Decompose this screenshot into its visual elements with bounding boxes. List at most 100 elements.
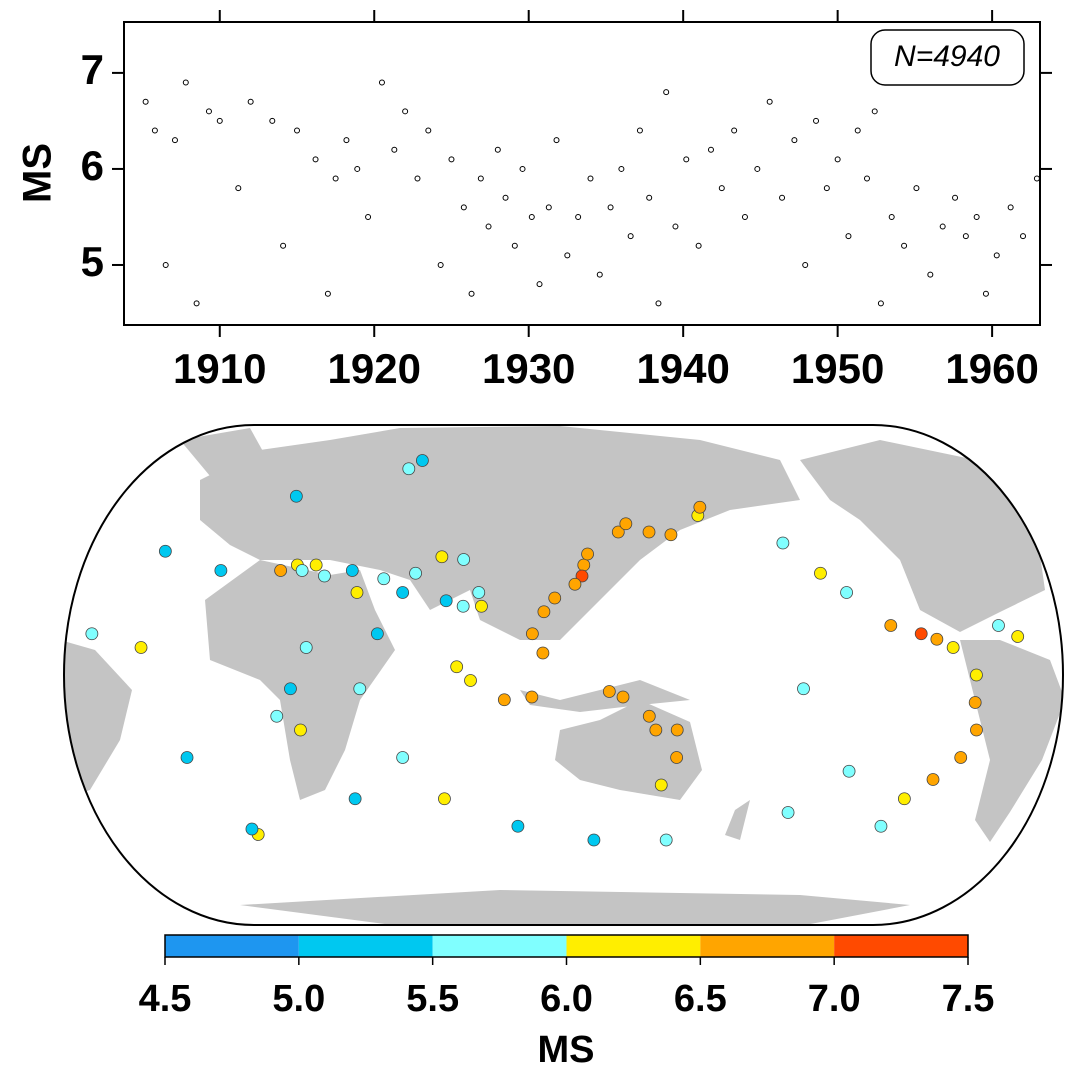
annotation-box [870, 29, 1025, 86]
point [182, 79, 189, 86]
epicenter [670, 723, 684, 737]
epicenter [642, 709, 656, 723]
point [982, 290, 989, 297]
point [683, 156, 690, 163]
epicenter [611, 525, 625, 539]
point [448, 156, 455, 163]
y-axis-label: MS [16, 143, 60, 203]
point [741, 213, 748, 220]
x-tick-label: 1960 [945, 345, 1038, 392]
epicenter [781, 806, 795, 819]
point [636, 127, 643, 134]
colorbar-tick-label: 7.5 [942, 978, 995, 1020]
point [802, 261, 809, 268]
point [502, 194, 509, 201]
epicenter [616, 690, 630, 704]
map-border [63, 424, 1064, 926]
epicenter [693, 500, 707, 514]
point [354, 165, 361, 172]
epicenter [295, 564, 309, 577]
epicenter [289, 489, 303, 503]
x-tick-label: 1940 [636, 345, 729, 392]
point [460, 204, 467, 211]
colorbar-tick-label: 4.5 [139, 978, 192, 1020]
epicenter [602, 685, 616, 698]
point [871, 108, 878, 115]
point [494, 146, 501, 153]
point [365, 213, 372, 220]
map-base [64, 425, 1063, 925]
epicenter [180, 751, 194, 764]
point [391, 146, 398, 153]
point [672, 223, 679, 230]
point [193, 300, 200, 307]
point [845, 233, 852, 240]
epicenter [435, 550, 449, 564]
point [888, 213, 895, 220]
point [587, 175, 594, 182]
epicenter [396, 586, 410, 599]
colorbar-segment [834, 935, 968, 957]
point [627, 233, 634, 240]
point [528, 213, 535, 220]
epicenter [642, 525, 656, 539]
epicenter [587, 833, 601, 847]
epicenter [245, 822, 259, 836]
point [564, 252, 571, 259]
point [901, 242, 908, 249]
point [655, 300, 662, 307]
point [973, 213, 980, 220]
point [312, 156, 319, 163]
epicenter [438, 792, 451, 806]
epicenter [299, 641, 313, 654]
epicenter [475, 599, 488, 613]
point [437, 261, 444, 268]
point [485, 223, 492, 230]
point [536, 281, 543, 288]
epicenter [525, 690, 539, 704]
colorbar-label: MS [538, 1029, 595, 1071]
epicenter [214, 564, 228, 577]
epicenter [926, 773, 940, 786]
epicenter [370, 627, 384, 641]
point [468, 290, 475, 297]
epicenter [158, 544, 172, 558]
epicenter [575, 569, 589, 583]
point [269, 117, 276, 124]
point [425, 127, 432, 134]
point [280, 242, 287, 249]
x-tick-label: 1920 [328, 345, 421, 392]
epicenter [497, 693, 511, 707]
point [718, 185, 725, 192]
epicenter [353, 682, 367, 696]
epicenter [968, 696, 982, 709]
point [596, 271, 603, 278]
point [324, 290, 331, 297]
point [162, 261, 169, 268]
colorbar-segment [700, 935, 835, 957]
point [854, 127, 861, 134]
epicenter [309, 558, 323, 572]
epicenter [649, 723, 663, 737]
point [575, 213, 582, 220]
map-points [85, 454, 1025, 847]
epicenter [577, 558, 591, 572]
point [519, 165, 526, 172]
epicenter [842, 764, 856, 778]
point [545, 204, 552, 211]
point [378, 79, 385, 86]
point [952, 194, 959, 201]
epicenter [472, 586, 486, 599]
point [1033, 175, 1040, 182]
epicenter [797, 682, 810, 696]
point [511, 242, 518, 249]
y-tick-label: 7 [81, 46, 104, 93]
point [607, 204, 614, 211]
epicenter [537, 605, 551, 619]
point [813, 117, 820, 124]
point [151, 127, 158, 134]
epicenter [954, 751, 968, 764]
point [823, 185, 830, 192]
point [235, 185, 242, 192]
